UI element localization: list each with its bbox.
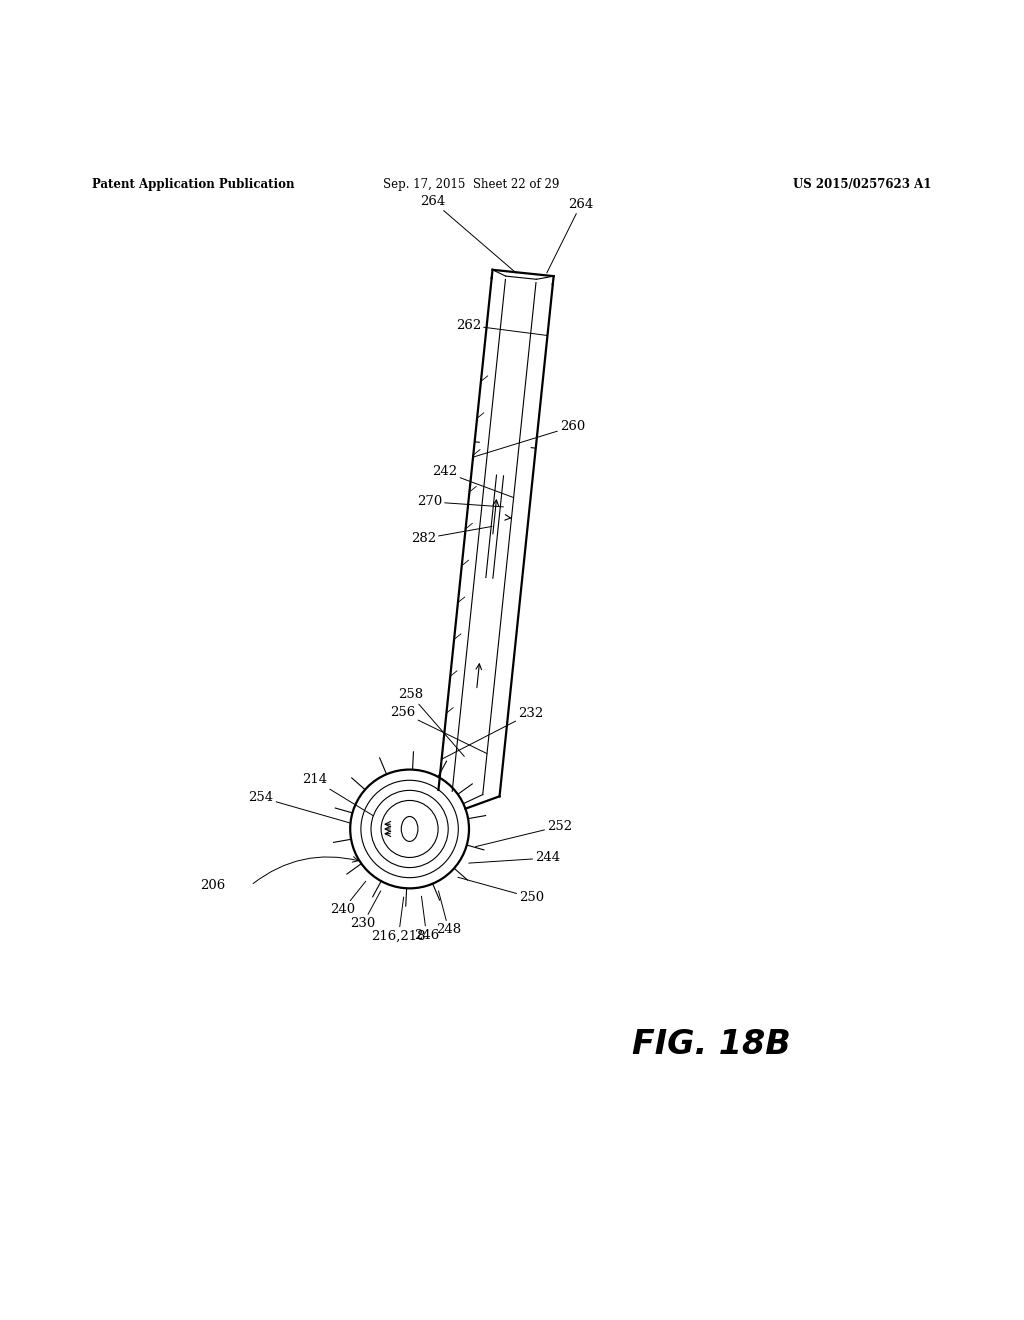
Text: 244: 244 — [469, 851, 560, 865]
Text: 270: 270 — [417, 495, 504, 508]
Text: 256: 256 — [390, 706, 487, 754]
Text: 246: 246 — [414, 896, 439, 941]
Text: 258: 258 — [398, 689, 464, 756]
Text: Patent Application Publication: Patent Application Publication — [92, 178, 295, 191]
Text: US 2015/0257623 A1: US 2015/0257623 A1 — [794, 178, 932, 191]
Text: 254: 254 — [248, 791, 350, 824]
Text: 214: 214 — [302, 774, 374, 816]
Text: 240: 240 — [331, 882, 366, 916]
Text: 242: 242 — [432, 466, 514, 498]
Text: 216,218: 216,218 — [372, 898, 426, 942]
Text: 262: 262 — [456, 318, 548, 335]
Text: 264: 264 — [420, 195, 516, 273]
Text: 230: 230 — [350, 891, 381, 931]
Text: 252: 252 — [475, 820, 572, 846]
Text: 232: 232 — [441, 706, 544, 759]
Text: 260: 260 — [473, 420, 586, 457]
Text: 248: 248 — [436, 891, 461, 936]
Text: 282: 282 — [411, 527, 493, 545]
Text: 250: 250 — [458, 878, 545, 904]
Text: 264: 264 — [547, 198, 594, 273]
Text: 206: 206 — [200, 879, 225, 892]
Text: FIG. 18B: FIG. 18B — [632, 1027, 792, 1060]
Text: Sep. 17, 2015  Sheet 22 of 29: Sep. 17, 2015 Sheet 22 of 29 — [383, 178, 559, 191]
